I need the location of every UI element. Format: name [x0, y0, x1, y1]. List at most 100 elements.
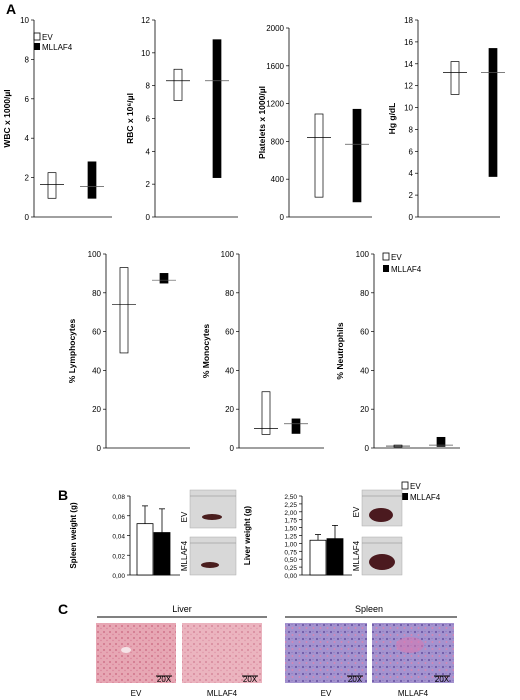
- photo-frame: [189, 536, 237, 576]
- photo-label-mllaf4: MLLAF4: [180, 540, 189, 571]
- legend-b: EV MLLAF4: [401, 481, 441, 502]
- y-tick-label: 2000: [266, 24, 284, 33]
- liver-organ: [369, 508, 393, 522]
- y-tick-label: 80: [360, 289, 369, 298]
- wbc-chart: 0 2 4 6 8 10 WBC x 1000/µl: [2, 16, 112, 222]
- photo-label-ev: EV: [352, 506, 361, 517]
- y-tick-label: 60: [360, 328, 369, 337]
- panel-label-a: A: [6, 1, 16, 17]
- y-tick-label: 2,00: [284, 510, 297, 517]
- y-axis-label: RBC x 10⁶/µl: [125, 93, 135, 144]
- y-tick-label: 8: [409, 125, 414, 134]
- legend-ev-swatch: [33, 32, 41, 41]
- histology-label-liver-ev: EV: [131, 689, 142, 698]
- neutrophils-chart: 0 20 40 60 80 100 % Neutrophils: [335, 250, 460, 453]
- scale-label: 20X: [157, 675, 172, 684]
- legend-neutrophils: EV MLLAF4: [382, 252, 422, 274]
- y-tick-label: 6: [146, 115, 151, 124]
- scale-label: 20X: [348, 675, 363, 684]
- box-ev: [119, 267, 129, 354]
- box-mllaf4: [436, 436, 446, 447]
- y-tick-label: 40: [92, 366, 101, 375]
- legend-mllaf4-label: MLLAF4: [410, 493, 441, 502]
- y-tick-label: 400: [271, 175, 285, 184]
- legend-ev-label: EV: [42, 33, 53, 42]
- y-tick-label: 60: [225, 328, 234, 337]
- legend-ev-swatch: [401, 481, 409, 490]
- y-tick-label: 12: [404, 82, 413, 91]
- y-tick-label: 100: [88, 250, 102, 259]
- y-tick-label: 1200: [266, 100, 284, 109]
- y-tick-label: 10: [404, 104, 413, 113]
- box-ev: [173, 68, 183, 101]
- liver-weight-chart: 0,000,250,500,751,001,251,501,752,002,25…: [243, 494, 352, 580]
- y-tick-label: 40: [225, 366, 234, 375]
- y-tick-label: 6: [25, 95, 30, 104]
- box-ev: [261, 391, 271, 435]
- histology-liver-title: Liver: [172, 604, 192, 614]
- scale-label: 20X: [243, 675, 258, 684]
- box-ev: [450, 61, 460, 95]
- liver-organ: [369, 554, 395, 570]
- y-tick-label: 4: [409, 169, 414, 178]
- legend-mllaf4-swatch: [402, 493, 408, 500]
- box-mllaf4: [488, 48, 498, 177]
- box-ev: [314, 113, 324, 198]
- y-tick-label: 0: [230, 444, 235, 453]
- y-tick-label: 80: [225, 289, 234, 298]
- y-tick-label: 20: [92, 405, 101, 414]
- y-tick-label: 100: [356, 250, 370, 259]
- y-tick-label: 0,02: [112, 553, 125, 560]
- y-tick-label: 10: [20, 16, 29, 25]
- y-tick-label: 40: [360, 366, 369, 375]
- histology-spleen-title: Spleen: [355, 604, 383, 614]
- y-tick-label: 18: [404, 16, 413, 25]
- box-mllaf4: [87, 161, 97, 199]
- box-ev: [47, 172, 57, 199]
- bar-ev: [136, 523, 154, 576]
- y-tick-label: 2,50: [284, 494, 297, 501]
- y-tick-label: 14: [404, 60, 413, 69]
- photo-frame: [189, 489, 237, 529]
- y-tick-label: 800: [271, 137, 285, 146]
- histology-image: [182, 623, 262, 683]
- y-tick-label: 20: [225, 405, 234, 414]
- y-axis-label: WBC x 1000/µl: [2, 89, 12, 147]
- y-tick-label: 10: [141, 49, 150, 58]
- y-tick-label: 0,75: [284, 549, 297, 556]
- y-tick-label: 4: [146, 147, 151, 156]
- lymphocytes-chart: 0 20 40 60 80 100 % Lymphocytes: [67, 250, 190, 453]
- red-pulp: [396, 637, 424, 653]
- bar-mllaf4: [326, 538, 344, 576]
- histology-image: [285, 623, 367, 683]
- spleen-photo-ev: EV: [180, 489, 237, 529]
- spleen-organ: [202, 514, 222, 520]
- y-tick-label: 0: [146, 213, 151, 222]
- y-tick-label: 0,00: [284, 573, 297, 580]
- y-tick-label: 0,08: [112, 494, 125, 501]
- y-tick-label: 12: [141, 16, 150, 25]
- histology-image: [96, 623, 176, 683]
- legend-mllaf4-swatch: [34, 43, 40, 50]
- y-tick-label: 1,25: [284, 534, 297, 541]
- y-axis-label: Hg g/dL: [387, 103, 397, 135]
- y-tick-label: 0,06: [112, 514, 125, 521]
- legend-ev-label: EV: [391, 253, 402, 262]
- y-tick-label: 1,50: [284, 526, 297, 533]
- legend-ev-swatch: [382, 252, 390, 261]
- y-axis-label: % Neutrophils: [335, 322, 345, 379]
- y-tick-label: 2: [409, 191, 414, 200]
- spleen-weight-chart: 0,00 0,02 0,04 0,06 0,08 Spleen weight (g): [69, 494, 180, 580]
- y-tick-label: 8: [146, 82, 151, 91]
- monocytes-chart: 0 20 40 60 80 100 % Monocytes: [201, 250, 324, 453]
- y-tick-label: 80: [92, 289, 101, 298]
- y-axis-label: Spleen weight (g): [69, 502, 78, 569]
- y-tick-label: 0: [409, 213, 414, 222]
- histology-spleen-mllaf4: 20X: [372, 623, 454, 684]
- y-axis-label: Liver weight (g): [243, 506, 252, 565]
- y-axis-label: % Monocytes: [201, 324, 211, 379]
- box-mllaf4: [352, 108, 362, 203]
- y-tick-label: 0: [97, 444, 102, 453]
- spleen-organ: [201, 562, 219, 568]
